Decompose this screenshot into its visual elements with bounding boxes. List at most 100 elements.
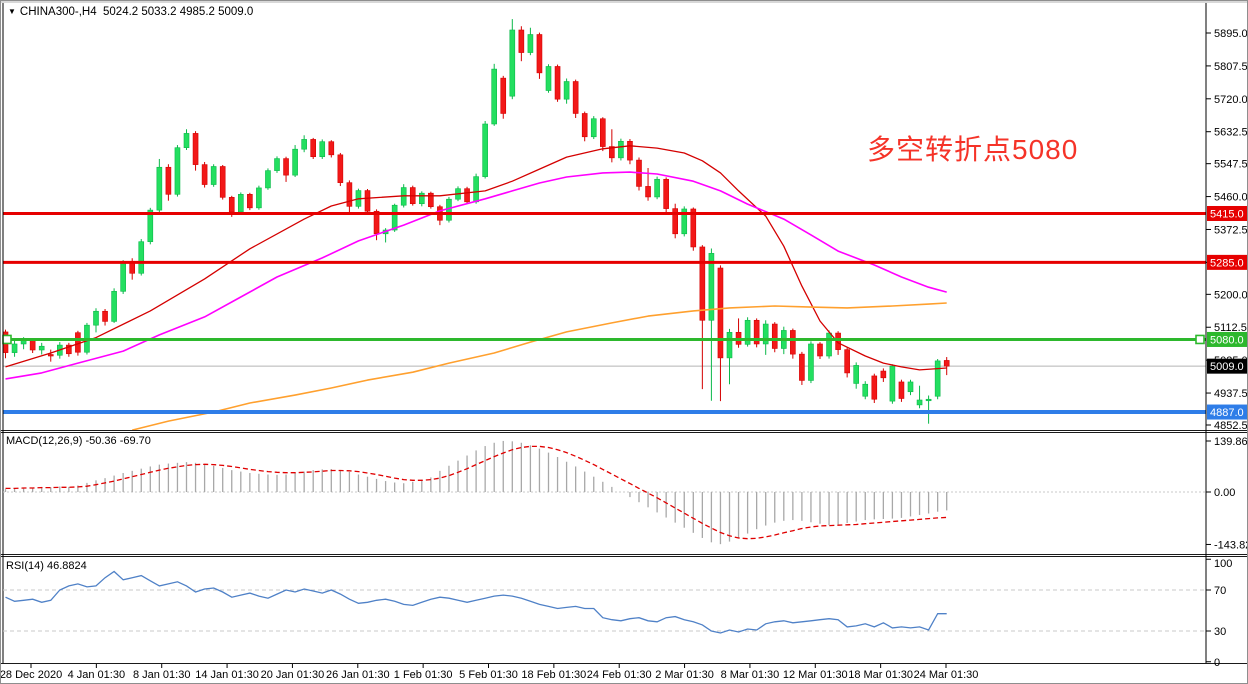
candle-body xyxy=(889,365,896,402)
annotation-text[interactable]: 多空转折点5080 xyxy=(867,134,1079,165)
candle-body xyxy=(744,319,751,345)
rsi-axis-label: 30 xyxy=(1214,626,1226,638)
hline-left-handle[interactable] xyxy=(2,334,12,345)
current-price-label-text: 5009.0 xyxy=(1210,361,1244,373)
hline-price-label-text: 5415.0 xyxy=(1210,208,1244,220)
candle-body xyxy=(853,365,860,384)
candle-body xyxy=(29,339,36,351)
candle-body xyxy=(753,319,760,345)
candle-body xyxy=(310,139,317,158)
candle-body xyxy=(129,262,135,274)
hline-price-label xyxy=(1207,331,1247,347)
pane-separator[interactable] xyxy=(1,556,1248,557)
candle-body xyxy=(554,66,561,100)
candle-body xyxy=(174,147,181,195)
candle-body xyxy=(545,66,552,91)
candle-body xyxy=(527,34,534,53)
rsi-axis-label: 70 xyxy=(1214,585,1226,597)
candle-body xyxy=(265,170,271,189)
candle-body xyxy=(943,360,950,367)
candle-body xyxy=(690,208,697,248)
hline-price-label-text: 5080.0 xyxy=(1210,334,1244,346)
hline-price-label xyxy=(1207,404,1247,420)
candle-body xyxy=(75,332,81,353)
candle-body xyxy=(11,343,18,353)
price-axis-label: 5200.0 xyxy=(1214,289,1248,301)
candle-body xyxy=(862,383,869,397)
candle-body xyxy=(618,140,624,159)
rsi-label: RSI(14) 46.8824 xyxy=(6,560,87,572)
date-axis-label: 24 Mar 01:30 xyxy=(914,669,979,681)
hline-right-handle[interactable] xyxy=(1195,334,1205,345)
pane-separator[interactable] xyxy=(1,430,1248,431)
ma-slow-orange xyxy=(132,302,947,431)
candle-body xyxy=(328,141,335,156)
rsi-line xyxy=(5,570,947,634)
candle-body xyxy=(66,344,72,355)
candle-body xyxy=(346,182,353,207)
candle-body xyxy=(771,323,778,349)
candle-body xyxy=(518,29,525,53)
candle-body xyxy=(491,68,498,125)
macd-axis-label: -143.82 xyxy=(1214,539,1248,551)
candle-body xyxy=(283,158,289,176)
hline-price-label-text: 5285.0 xyxy=(1210,257,1244,269)
price-axis-label: 4937.5 xyxy=(1214,388,1248,400)
price-axis-label: 5547.5 xyxy=(1214,159,1248,171)
date-axis-label: 1 Feb 01:30 xyxy=(394,669,453,681)
hline-price-label xyxy=(1207,205,1247,221)
candle-body xyxy=(835,332,841,350)
candle-body xyxy=(609,146,615,159)
candle-body xyxy=(192,133,199,165)
candle-body xyxy=(93,310,99,326)
candle-body xyxy=(219,166,226,198)
candle-body xyxy=(111,291,117,322)
candle-body xyxy=(726,332,733,359)
current-price-label xyxy=(1207,358,1247,374)
candle-body xyxy=(47,354,54,357)
candle-body xyxy=(844,349,850,374)
macd-signal-line xyxy=(5,445,947,540)
candle-body xyxy=(391,204,398,231)
date-axis-label: 24 Feb 01:30 xyxy=(587,669,652,681)
candle-body xyxy=(717,267,724,359)
candle-body xyxy=(464,188,470,203)
candle-body xyxy=(256,187,262,209)
price-axis-label: 5112.5 xyxy=(1214,322,1247,334)
candle-body xyxy=(120,262,126,292)
price-axis-label: 5372.5 xyxy=(1214,224,1248,236)
chart-title-text: CHINA300-,H4 5024.2 5033.2 4985.2 5009.0 xyxy=(19,6,254,18)
macd-label: MACD(12,26,9) -50.36 -69.70 xyxy=(6,435,151,447)
price-axis-label: 5895.0 xyxy=(1214,28,1248,40)
candle-body xyxy=(762,323,769,345)
price-axis-label: 4852.5 xyxy=(1214,420,1248,432)
candle-body xyxy=(817,343,823,357)
candle-body xyxy=(482,123,488,177)
candle-body xyxy=(238,194,244,213)
candle-body xyxy=(645,186,651,198)
candle-body xyxy=(681,208,688,235)
candle-body xyxy=(563,81,570,100)
pane-separator[interactable] xyxy=(1,554,1248,555)
date-axis-label: 8 Mar 01:30 xyxy=(721,669,780,681)
candle-body xyxy=(500,77,507,114)
candle-body xyxy=(156,166,163,211)
candle-body xyxy=(201,164,208,185)
candle-body xyxy=(247,194,253,209)
candle-body xyxy=(138,241,145,274)
pane-separator[interactable] xyxy=(1,432,1248,433)
candle-body xyxy=(654,178,660,198)
candle-body xyxy=(428,192,434,208)
candle-body xyxy=(880,370,887,379)
candle-body xyxy=(102,310,108,322)
date-axis-label: 12 Mar 01:30 xyxy=(783,669,848,681)
symbol-dropdown-icon[interactable]: ▼ xyxy=(8,7,16,16)
candle-body xyxy=(38,345,45,351)
candle-body xyxy=(418,192,425,205)
date-axis-label: 26 Jan 01:30 xyxy=(326,669,390,681)
candle-body xyxy=(708,253,715,321)
macd-axis-label: 0.00 xyxy=(1214,487,1235,499)
candle-body xyxy=(292,148,298,176)
